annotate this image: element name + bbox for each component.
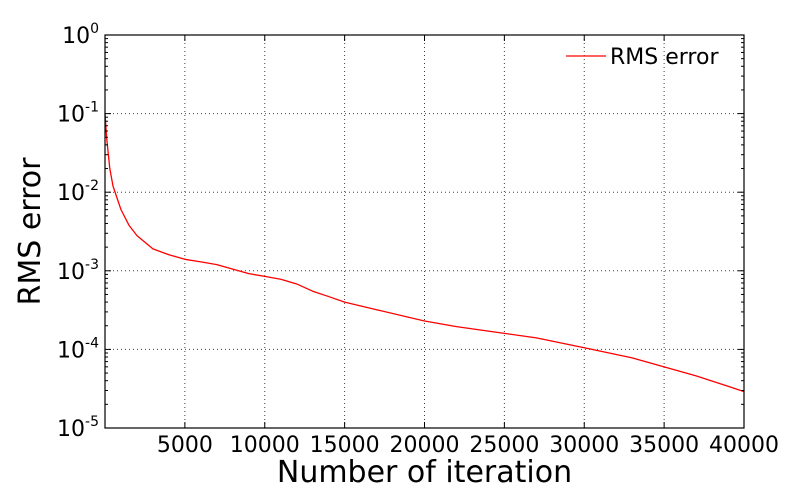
series-layer [104,113,745,393]
y-tick-label: 10-3 [57,257,99,285]
axis-ticks [105,34,745,429]
x-tick-label: 35000 [629,433,699,458]
legend-label: RMS error [610,45,719,70]
x-tick-label: 20000 [390,433,460,458]
grid [105,35,745,428]
series-line-rms-error [104,113,745,393]
y-tick-label: 10-4 [57,335,99,363]
x-tick-label: 30000 [549,433,619,458]
y-tick-label: 100 [62,21,99,49]
x-tick-label: 25000 [469,433,539,458]
x-tick-label: 15000 [310,433,380,458]
y-tick-label: 10-1 [57,100,99,128]
legend: RMS error [566,45,719,70]
tick-labels: 5000 10000 15000 20000 25000 30000 35000 40000 1… [57,21,779,458]
x-tick-label: 10000 [230,433,300,458]
x-axis-title: Number of iteration [277,455,572,490]
y-tick-label: 10-2 [57,178,99,206]
x-tick-label: 40000 [709,433,779,458]
y-tick-label: 10-5 [57,414,99,442]
y-axis-title: RMS error [13,157,48,306]
x-tick-label: 5000 [157,433,213,458]
